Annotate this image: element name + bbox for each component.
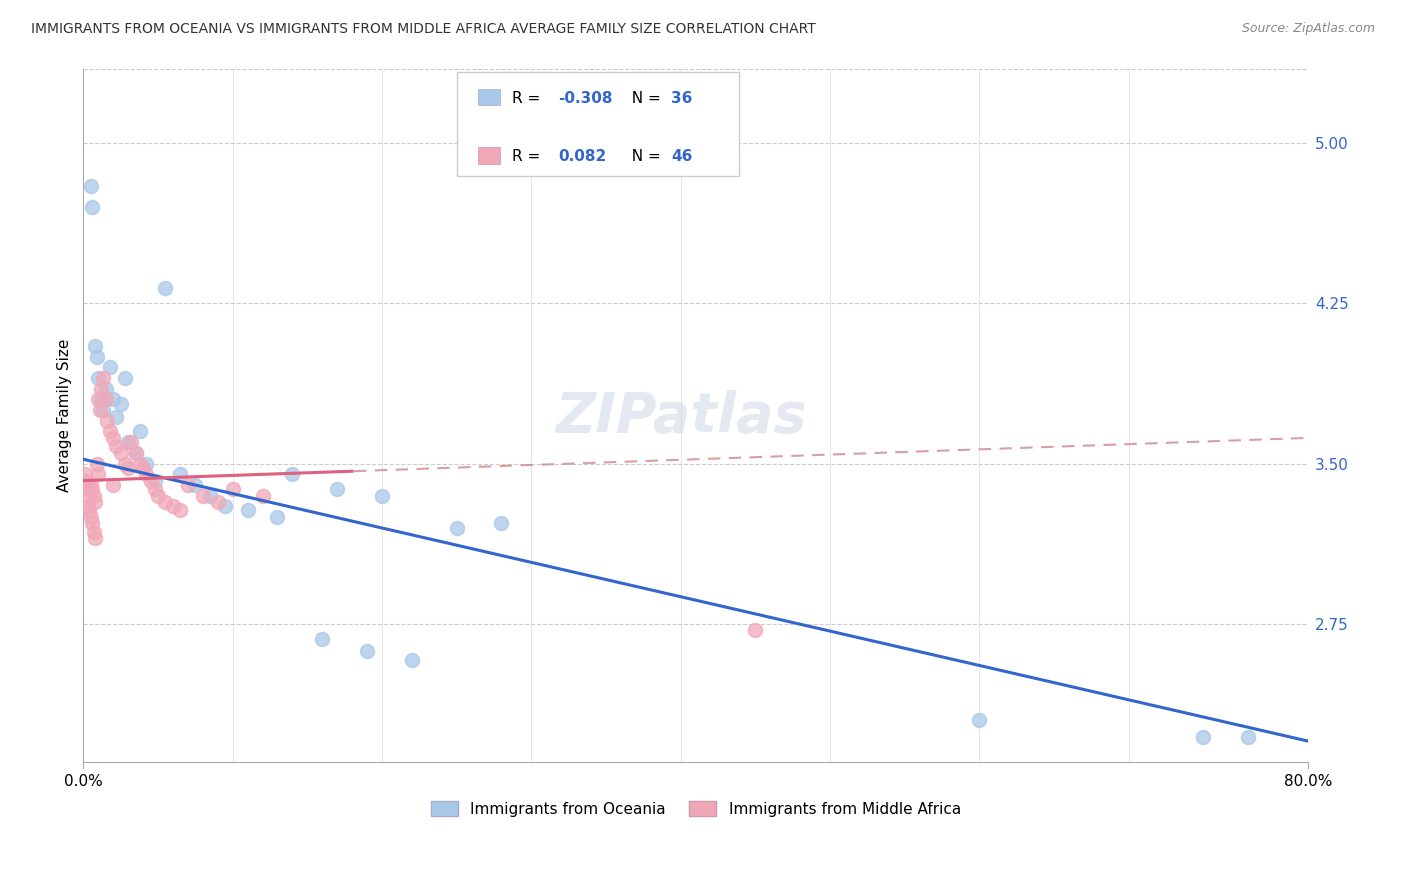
Point xyxy=(75,474,97,488)
Text: 46: 46 xyxy=(671,149,693,164)
Point xyxy=(77,503,100,517)
Point xyxy=(82,516,104,531)
Point xyxy=(82,200,104,214)
Point xyxy=(129,457,152,471)
Point xyxy=(135,467,157,482)
Point xyxy=(84,531,107,545)
Point xyxy=(135,457,157,471)
Point xyxy=(96,414,118,428)
Point xyxy=(266,509,288,524)
Point xyxy=(86,457,108,471)
Text: N =: N = xyxy=(623,91,666,106)
Point xyxy=(83,524,105,539)
Point xyxy=(117,435,139,450)
Point xyxy=(91,371,114,385)
Text: ZIPatlas: ZIPatlas xyxy=(555,390,807,443)
Point xyxy=(177,478,200,492)
Point xyxy=(86,350,108,364)
Point xyxy=(87,371,110,385)
Point xyxy=(311,632,333,646)
Point xyxy=(94,392,117,407)
Point xyxy=(84,495,107,509)
Point xyxy=(84,339,107,353)
Point xyxy=(80,178,103,193)
Point xyxy=(169,467,191,482)
Point xyxy=(91,403,114,417)
Point xyxy=(191,489,214,503)
Text: R =: R = xyxy=(512,91,546,106)
Text: N =: N = xyxy=(623,149,666,164)
Text: IMMIGRANTS FROM OCEANIA VS IMMIGRANTS FROM MIDDLE AFRICA AVERAGE FAMILY SIZE COR: IMMIGRANTS FROM OCEANIA VS IMMIGRANTS FR… xyxy=(31,22,815,37)
Point xyxy=(105,439,128,453)
Point xyxy=(1192,730,1215,744)
Point xyxy=(117,460,139,475)
Point xyxy=(114,371,136,385)
Point xyxy=(446,520,468,534)
Point xyxy=(969,713,991,727)
Text: 36: 36 xyxy=(671,91,693,106)
Point xyxy=(124,446,146,460)
Point xyxy=(110,397,132,411)
FancyBboxPatch shape xyxy=(478,147,499,163)
Point xyxy=(169,503,191,517)
Point xyxy=(221,482,243,496)
Point xyxy=(1237,730,1260,744)
Point xyxy=(214,500,236,514)
Point xyxy=(83,489,105,503)
Point xyxy=(207,495,229,509)
Point xyxy=(129,425,152,439)
Point xyxy=(120,435,142,450)
Point xyxy=(80,478,103,492)
Point xyxy=(89,403,111,417)
Point xyxy=(77,489,100,503)
Text: -0.308: -0.308 xyxy=(558,91,613,106)
Point xyxy=(80,509,103,524)
Point xyxy=(114,457,136,471)
Point xyxy=(124,446,146,460)
Point xyxy=(76,500,98,514)
FancyBboxPatch shape xyxy=(457,72,738,176)
Point xyxy=(76,482,98,496)
Point xyxy=(252,489,274,503)
Point xyxy=(371,489,394,503)
Text: Source: ZipAtlas.com: Source: ZipAtlas.com xyxy=(1241,22,1375,36)
Point xyxy=(73,467,96,482)
Point xyxy=(90,392,112,407)
Point xyxy=(110,446,132,460)
Point xyxy=(87,392,110,407)
Point xyxy=(200,489,222,503)
Point xyxy=(87,467,110,482)
Point xyxy=(90,382,112,396)
Point xyxy=(326,482,349,496)
Point xyxy=(94,382,117,396)
Point xyxy=(155,495,177,509)
Point xyxy=(82,482,104,496)
FancyBboxPatch shape xyxy=(478,89,499,105)
Y-axis label: Average Family Size: Average Family Size xyxy=(58,339,72,492)
Point xyxy=(281,467,304,482)
Point xyxy=(139,474,162,488)
Point xyxy=(143,482,166,496)
Point xyxy=(162,500,184,514)
Point xyxy=(101,478,124,492)
Point xyxy=(401,653,423,667)
Point xyxy=(98,360,121,375)
Point xyxy=(132,460,155,475)
Point xyxy=(98,425,121,439)
Point xyxy=(146,489,169,503)
Text: R =: R = xyxy=(512,149,550,164)
Point xyxy=(236,503,259,517)
Text: 0.082: 0.082 xyxy=(558,149,607,164)
Legend: Immigrants from Oceania, Immigrants from Middle Africa: Immigrants from Oceania, Immigrants from… xyxy=(423,793,969,824)
Point xyxy=(105,409,128,424)
Point xyxy=(101,392,124,407)
Point xyxy=(143,474,166,488)
Point xyxy=(744,623,766,637)
Point xyxy=(491,516,513,531)
Point xyxy=(356,644,378,658)
Point xyxy=(155,281,177,295)
Point xyxy=(184,478,207,492)
Point xyxy=(101,431,124,445)
